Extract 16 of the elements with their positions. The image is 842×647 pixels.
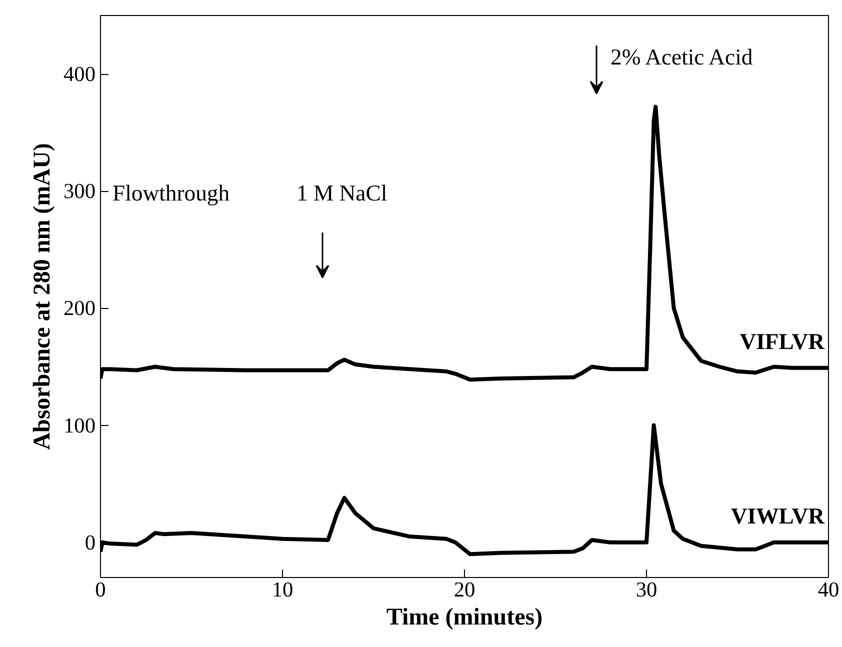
x-tick-label: 10 [272,578,294,602]
y-tick-label: 200 [64,296,96,320]
y-tick-label: 300 [64,179,96,204]
annotation: Flowthrough [112,180,230,206]
series-label: VIFLVR [740,328,826,354]
x-tick-label: 40 [818,578,840,602]
y-axis-title: Absorbance at 280 nm (mAU) [30,143,56,450]
annotation: 1 M NaCl [296,180,388,206]
annotation: 2% Acetic Acid [610,44,754,70]
series-label: VIWLVR [730,503,826,528]
x-tick-label: 30 [636,578,658,602]
x-tick-label: 20 [454,578,476,602]
x-axis-title: Time (minutes) [386,604,543,630]
y-tick-label: 400 [64,62,96,86]
y-tick-label: 100 [64,413,96,438]
y-tick-label: 0 [84,530,96,554]
